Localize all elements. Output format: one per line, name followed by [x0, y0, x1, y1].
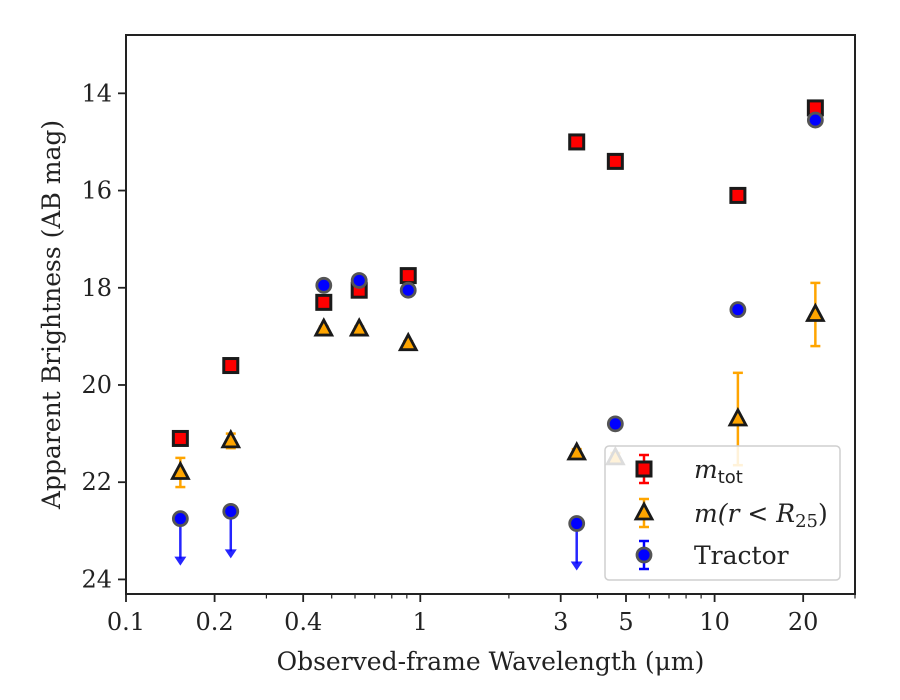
legend-entry: Tractor — [635, 539, 789, 571]
legend-label: Tractor — [694, 541, 789, 570]
triangle-marker — [313, 317, 335, 337]
y-tick-label: 22 — [81, 468, 112, 496]
data-point — [397, 331, 419, 352]
circle-marker — [806, 111, 824, 129]
x-tick-label: 0.4 — [284, 608, 322, 636]
data-point — [170, 456, 191, 489]
series-square — [171, 99, 824, 447]
upper-limit-arrowhead — [224, 549, 237, 559]
data-point — [348, 317, 370, 337]
data-point — [806, 99, 824, 117]
data-point — [315, 276, 333, 294]
data-point — [729, 301, 747, 319]
x-tick-label: 1 — [413, 608, 428, 636]
legend-entry: mtot — [635, 453, 743, 488]
circle-marker — [350, 272, 368, 289]
y-tick-label: 20 — [81, 371, 112, 399]
data-point — [220, 428, 242, 450]
data-point — [315, 293, 333, 311]
data-point — [806, 111, 824, 129]
legend-label: m(r < R25) — [694, 499, 828, 532]
triangle-marker — [348, 317, 370, 337]
triangle-marker — [727, 407, 749, 427]
square-marker — [606, 152, 624, 170]
triangle-marker — [566, 441, 588, 461]
data-point — [171, 510, 189, 566]
data-point — [568, 515, 586, 571]
x-tick-label: 5 — [618, 608, 633, 636]
triangle-marker — [170, 460, 191, 480]
square-marker — [222, 357, 240, 375]
triangle-marker — [633, 501, 655, 521]
x-axis-label: Observed-frame Wavelength (μm) — [277, 647, 705, 676]
plot-frame — [125, 34, 856, 595]
square-marker — [315, 293, 333, 311]
y-tick-label: 18 — [81, 274, 112, 302]
data-point — [222, 357, 240, 375]
circle-marker — [399, 281, 417, 299]
data-point — [399, 281, 417, 299]
circle-marker — [729, 301, 747, 319]
square-marker — [171, 429, 189, 447]
circle-marker — [315, 276, 333, 294]
legend-entry: m(r < R25) — [633, 497, 828, 532]
data-point — [399, 267, 417, 285]
square-marker — [399, 267, 417, 285]
data-point — [568, 133, 586, 151]
data-point — [805, 281, 826, 348]
triangle-marker — [220, 428, 242, 449]
circle-marker — [222, 502, 240, 520]
data-point — [350, 272, 368, 289]
x-tick-label: 20 — [788, 608, 819, 636]
square-marker — [729, 186, 747, 204]
square-marker — [568, 133, 586, 151]
series-circle — [171, 111, 824, 571]
data-point — [171, 429, 189, 447]
triangle-marker — [397, 331, 419, 352]
legend-box — [604, 445, 841, 581]
y-tick-label: 16 — [81, 177, 112, 205]
y-axis-label: Apparent Brightness (AB mag) — [37, 120, 66, 510]
data-marks — [170, 99, 826, 571]
data-point — [606, 415, 624, 433]
circle-marker — [171, 510, 189, 528]
data-point — [606, 152, 624, 170]
data-point — [313, 317, 335, 337]
data-point — [729, 186, 747, 204]
x-tick-label: 0.2 — [196, 608, 234, 636]
circle-marker — [606, 415, 624, 433]
legend: mtot m(r < R25) Tractor — [604, 445, 841, 581]
y-tick-label: 24 — [81, 565, 112, 593]
axis-ticks: 0.1 0.2 0.4 1 3 5 10 20 14 16 18 20 22 24 — [81, 79, 856, 636]
data-point — [222, 502, 240, 559]
legend-label: mtot — [694, 455, 743, 488]
data-point — [566, 441, 588, 461]
y-tick-label: 14 — [81, 79, 112, 107]
series-triangle — [170, 281, 826, 489]
x-tick-label: 10 — [699, 608, 730, 636]
triangle-marker — [805, 302, 826, 322]
x-tick-label: 0.1 — [107, 608, 145, 636]
upper-limit-arrowhead — [174, 556, 187, 566]
upper-limit-arrowhead — [570, 561, 583, 571]
square-marker — [635, 460, 653, 478]
x-tick-label: 3 — [553, 608, 568, 636]
circle-marker — [568, 515, 586, 532]
circle-marker — [635, 546, 653, 564]
